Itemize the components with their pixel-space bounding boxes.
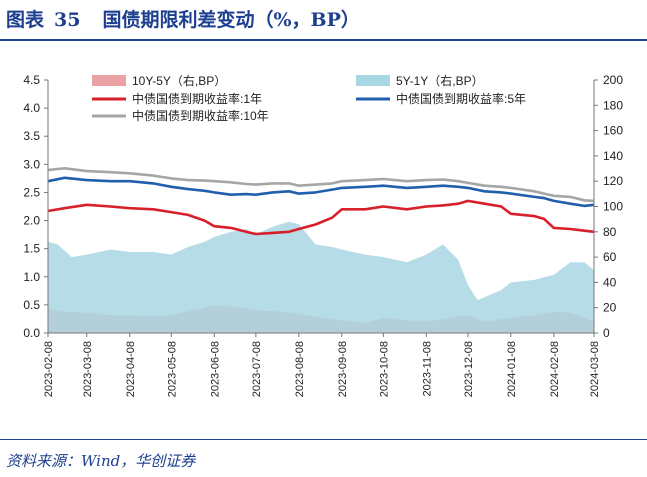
x-tick-label: 2023-05-08 bbox=[166, 341, 178, 397]
figure-title-text: 国债期限利差变动（%，BP） bbox=[102, 9, 360, 31]
series-line-3 bbox=[47, 176, 595, 208]
left-tick-label: 1.0 bbox=[23, 270, 40, 284]
series-line-4 bbox=[47, 167, 595, 203]
right-tick-label: 120 bbox=[603, 174, 623, 188]
right-tick-label: 200 bbox=[603, 73, 623, 87]
source-note: 资料来源：Wind，华创证券 bbox=[6, 452, 196, 470]
x-tick-label: 2024-01-08 bbox=[506, 341, 518, 397]
series-line-2 bbox=[47, 199, 595, 236]
x-tick-label: 2023-06-08 bbox=[209, 341, 221, 397]
left-tick-label: 2.0 bbox=[23, 214, 40, 228]
x-tick-label: 2023-10-08 bbox=[378, 341, 390, 397]
legend-label: 10Y-5Y（右,BP） bbox=[132, 73, 226, 88]
yield-spread-chart: 0.0 0.5 1.0 1.5 2.0 2.5 3.0 3.5 4.0 4.5 0 20 40 60 80 1… bbox=[23, 73, 623, 397]
left-tick-label: 4.5 bbox=[23, 73, 40, 87]
x-tick-label: 2023-12-08 bbox=[463, 341, 475, 397]
right-tick-label: 80 bbox=[603, 225, 617, 239]
x-tick-label: 2023-08-08 bbox=[294, 341, 306, 397]
left-tick-label: 4.0 bbox=[23, 101, 40, 115]
x-tick-label: 2023-03-08 bbox=[82, 341, 94, 397]
left-tick-label: 0.0 bbox=[23, 326, 40, 340]
right-tick-label: 180 bbox=[603, 98, 623, 112]
left-tick-label: 2.5 bbox=[23, 185, 40, 199]
right-tick-label: 60 bbox=[603, 250, 617, 264]
x-tick-label: 2024-03-08 bbox=[589, 341, 601, 397]
legend-swatch bbox=[356, 75, 390, 86]
x-tick-label: 2023-07-08 bbox=[251, 341, 263, 397]
left-tick-label: 3.0 bbox=[23, 157, 40, 171]
figure-title: 图表 35 国债期限利差变动（%，BP） bbox=[6, 5, 360, 32]
x-tick-label: 2023-02-08 bbox=[43, 341, 55, 397]
title-rule bbox=[0, 39, 647, 41]
x-tick-label: 2024-02-08 bbox=[549, 341, 561, 397]
series-area-1 bbox=[48, 221, 594, 333]
figure-number: 35 bbox=[54, 9, 81, 31]
legend-label: 中债国债到期收益率:10年 bbox=[132, 108, 269, 123]
right-tick-label: 0 bbox=[603, 326, 610, 340]
legend-label: 中债国债到期收益率:5年 bbox=[396, 91, 526, 106]
legend-label: 中债国债到期收益率:1年 bbox=[132, 91, 262, 106]
right-tick-label: 140 bbox=[603, 149, 623, 163]
left-tick-label: 3.5 bbox=[23, 129, 40, 143]
right-tick-label: 40 bbox=[603, 275, 617, 289]
x-tick-label: 2023-11-08 bbox=[421, 341, 433, 396]
right-tick-label: 20 bbox=[603, 301, 617, 315]
right-tick-label: 160 bbox=[603, 124, 623, 138]
x-tick-label: 2023-09-08 bbox=[337, 341, 349, 397]
left-tick-label: 1.5 bbox=[23, 242, 40, 256]
legend-swatch bbox=[92, 75, 126, 86]
left-tick-label: 0.5 bbox=[23, 298, 40, 312]
x-tick-label: 2023-04-08 bbox=[125, 341, 137, 397]
source-rule bbox=[0, 439, 647, 440]
legend-label: 5Y-1Y（右,BP） bbox=[396, 73, 484, 88]
figure-label: 图表 bbox=[6, 9, 45, 31]
right-tick-label: 100 bbox=[603, 200, 623, 214]
